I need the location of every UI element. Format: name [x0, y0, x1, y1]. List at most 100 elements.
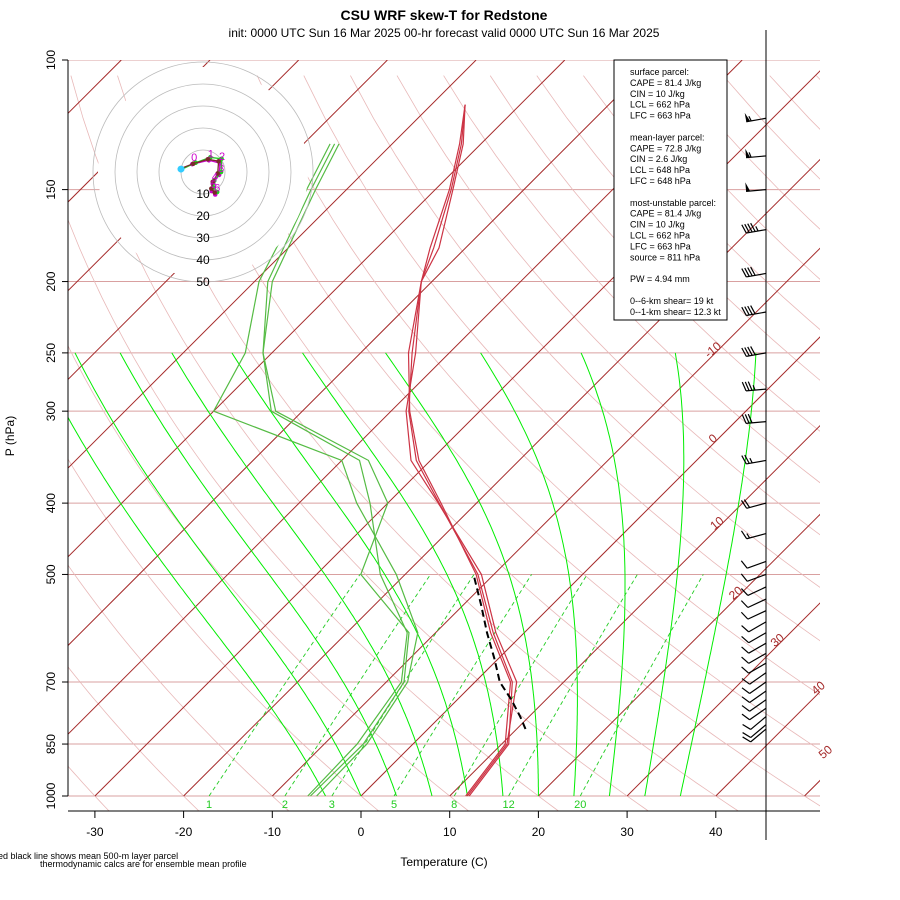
sounding-profiles	[212, 104, 527, 797]
wind-barb-flag	[744, 112, 751, 122]
wind-barb-feather	[740, 573, 748, 582]
hodograph-point	[205, 156, 211, 162]
wind-barb-feather	[747, 305, 753, 315]
x-tick-label: 40	[709, 825, 723, 839]
wind-barb-staff	[746, 533, 767, 540]
mixing-ratio-labels: 1 2 3 5 8 12 20	[206, 799, 586, 811]
wind-barb-staff	[749, 690, 767, 703]
y-tick-label: 200	[44, 271, 58, 291]
wind-barb-half-feather	[749, 457, 753, 464]
wind-barb-staff	[749, 699, 767, 712]
hodograph-ring-label: 20	[196, 209, 210, 223]
wind-barb-feather	[741, 347, 747, 357]
y-tick-label: 300	[44, 401, 58, 421]
isotherm-label: -10	[702, 339, 725, 361]
info-box-line: CAPE = 72.8 J/kg	[630, 143, 701, 153]
chart-subtitle: init: 0000 UTC Sun 16 Mar 2025 00-hr for…	[229, 26, 660, 40]
hodograph-ring	[158, 127, 248, 217]
wind-barb	[741, 699, 767, 712]
isotherm-line	[68, 60, 211, 203]
dry-adiabat-line	[443, 75, 820, 484]
wind-barb	[740, 499, 767, 509]
hodograph-ring-label: 10	[196, 187, 210, 201]
info-box-line: LFC = 663 hPa	[630, 111, 691, 121]
isotherm-label: 40	[809, 678, 828, 698]
info-box-line: LCL = 648 hPa	[630, 165, 690, 175]
x-tick-label: -30	[86, 825, 104, 839]
hodograph-background	[98, 67, 308, 277]
wind-barb	[741, 454, 767, 465]
wind-barb	[741, 305, 767, 317]
wind-barb-feather	[741, 306, 747, 316]
isotherm-line	[538, 513, 820, 797]
wind-barb-feather	[740, 611, 749, 620]
dewpoint-line	[262, 143, 410, 797]
info-box-line: CIN = 10 J/kg	[630, 89, 685, 99]
wind-barb	[744, 112, 767, 123]
dry-adiabat-line	[68, 564, 290, 811]
wind-barb-feather	[744, 223, 750, 233]
moist-adiabat-line	[119, 352, 397, 797]
mixing-ratio-line	[284, 574, 431, 797]
wind-barb	[741, 690, 767, 703]
wind-barb-staff	[746, 388, 767, 392]
wind-barb-feather	[747, 381, 753, 391]
wind-barb-feather	[741, 687, 750, 694]
wind-barb-staff	[746, 311, 767, 317]
wind-barb-feather	[744, 414, 750, 424]
dry-adiabat-line	[536, 75, 820, 381]
wind-barb-staff	[746, 502, 767, 509]
x-tick-label: 0	[358, 825, 365, 839]
wind-barb-half-feather	[748, 115, 752, 122]
mixing-ratio-line	[508, 574, 638, 797]
hodograph-ring	[92, 61, 314, 283]
wind-barb-feather	[741, 666, 750, 674]
dry-adiabat-line	[722, 75, 820, 180]
wind-barb-feather	[740, 560, 748, 569]
wind-barb-feather	[750, 346, 756, 356]
info-box-line: CAPE = 81.4 J/kg	[630, 78, 701, 88]
wind-barb-staff	[750, 728, 767, 743]
wind-barb	[741, 381, 767, 392]
y-axis-label: P (hPa)	[3, 416, 17, 456]
wind-barb-feather	[747, 223, 753, 233]
info-box-line: 0--6-km shear= 19 kt	[630, 296, 714, 306]
dewpoint-line	[262, 143, 408, 797]
wind-barb-feather	[747, 267, 753, 277]
mean-parcel-line	[472, 574, 527, 730]
wind-barb-feather	[741, 705, 750, 712]
info-box-line: surface parcel:	[630, 67, 689, 77]
wind-barb-feather	[744, 454, 750, 464]
info-box-line: mean-layer parcel:	[630, 132, 705, 142]
temperature-line	[408, 104, 513, 797]
moist-adiabat-line	[231, 352, 468, 797]
x-tick-label: -10	[264, 825, 282, 839]
dry-adiabat-line	[163, 75, 820, 807]
info-box-line: LFC = 648 hPa	[630, 176, 691, 186]
isotherm-line	[68, 60, 566, 558]
hodograph-ring	[136, 105, 270, 239]
wind-barb-feather	[741, 224, 747, 234]
dry-adiabat-line	[68, 666, 200, 811]
wind-barb-staff	[746, 189, 767, 192]
info-box-line: 0--1-km shear= 12.3 kt	[630, 307, 721, 317]
isotherm-line	[68, 60, 477, 469]
info-box-line: PW = 4.94 mm	[630, 274, 690, 284]
y-tick-label: 150	[44, 179, 58, 199]
y-tick-label: 700	[44, 672, 58, 692]
wind-barb-feather	[750, 305, 756, 315]
moist-adiabat-line	[679, 352, 757, 797]
wind-barb-staff	[750, 724, 767, 738]
wind-barb-feather	[742, 723, 751, 730]
hodograph-height-label: 1	[208, 148, 214, 160]
wind-barb-feather	[744, 381, 750, 391]
dry-adiabat-line	[210, 75, 820, 751]
wind-barb	[741, 642, 767, 654]
wind-barb	[741, 621, 767, 633]
isotherm-label: 10	[707, 513, 726, 533]
wind-barb-staff	[746, 229, 767, 234]
hodograph-ring-label: 30	[196, 231, 210, 245]
